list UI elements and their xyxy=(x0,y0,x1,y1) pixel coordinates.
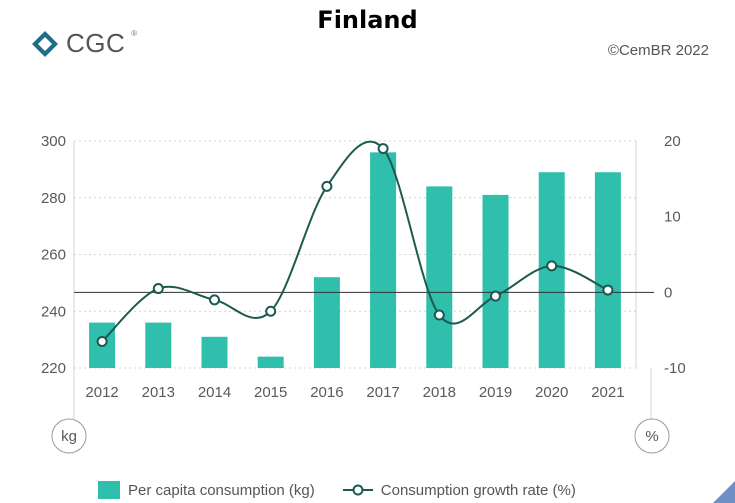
x-tick-label: 2018 xyxy=(423,384,456,401)
chart-legend: Per capita consumption (kg) Consumption … xyxy=(98,481,576,499)
growth-rate-point xyxy=(152,283,164,295)
copyright-text: ©CemBR 2022 xyxy=(607,42,709,59)
chart-title: Finland xyxy=(317,6,418,34)
legend-line-swatch xyxy=(342,484,373,496)
bar xyxy=(370,152,397,368)
corner-decoration xyxy=(713,481,735,503)
bar xyxy=(201,336,228,368)
left-tick-label: 220 xyxy=(41,360,66,377)
x-tick-label: 2014 xyxy=(198,384,231,401)
bar xyxy=(594,172,621,368)
right-tick-label: 20 xyxy=(664,133,681,150)
bar xyxy=(313,277,340,368)
left-tick-label: 260 xyxy=(41,247,66,264)
legend-item-line: Consumption growth rate (%) xyxy=(342,481,576,499)
bar xyxy=(145,322,172,368)
growth-rate-point xyxy=(96,336,108,348)
growth-rate-point xyxy=(433,309,445,321)
left-unit-badge xyxy=(51,418,87,454)
legend-bar-label: Per capita consumption (kg) xyxy=(128,481,315,499)
right-tick-label: 10 xyxy=(664,209,681,226)
right-tick-label: 0 xyxy=(664,284,672,301)
logo-registered-mark: ® xyxy=(131,29,138,38)
growth-rate-point xyxy=(602,284,614,296)
right-tick-label: -10 xyxy=(664,360,686,377)
left-tick-label: 280 xyxy=(41,190,66,207)
x-tick-label: 2021 xyxy=(591,384,624,401)
left-tick-label: 300 xyxy=(41,133,66,150)
growth-rate-point xyxy=(546,260,558,272)
cgc-logo: CGC ® xyxy=(30,28,137,59)
bar xyxy=(482,194,509,368)
logo-text: CGC xyxy=(66,28,126,58)
x-tick-label: 2019 xyxy=(479,384,512,401)
left-unit-label: kg xyxy=(61,428,77,445)
growth-rate-point xyxy=(265,305,277,317)
x-tick-label: 2012 xyxy=(85,384,118,401)
diamond-logo-icon xyxy=(32,30,58,57)
growth-rate-point xyxy=(321,180,333,192)
growth-rate-line xyxy=(101,140,609,343)
left-tick-label: 240 xyxy=(41,303,66,320)
bar xyxy=(257,356,284,368)
bar xyxy=(426,186,453,368)
x-tick-label: 2016 xyxy=(310,384,343,401)
legend-bar-swatch xyxy=(98,481,120,499)
right-unit-badge xyxy=(634,418,670,454)
right-unit-label: % xyxy=(645,428,658,445)
growth-rate-point xyxy=(209,294,220,306)
x-tick-label: 2015 xyxy=(254,384,287,401)
growth-rate-point xyxy=(490,290,501,302)
growth-rate-point xyxy=(377,143,389,155)
x-tick-label: 2013 xyxy=(142,384,175,401)
legend-line-label: Consumption growth rate (%) xyxy=(380,481,576,499)
legend-item-bar: Per capita consumption (kg) xyxy=(98,481,315,499)
x-tick-label: 2017 xyxy=(366,384,399,401)
x-tick-label: 2020 xyxy=(535,384,568,401)
